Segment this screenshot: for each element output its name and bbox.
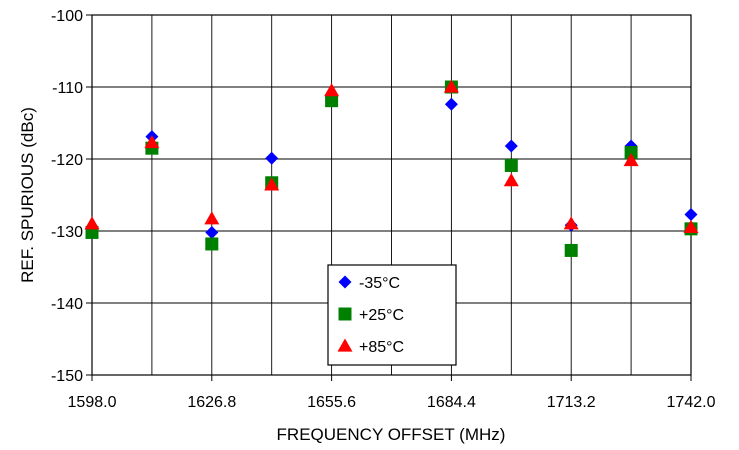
data-point [264, 177, 280, 191]
data-point [84, 216, 100, 230]
y-tick-label: -140 [51, 296, 83, 313]
x-tick-label: 1684.4 [427, 394, 476, 411]
x-tick-label: 1742.0 [667, 394, 716, 411]
data-point [503, 173, 519, 187]
data-point [205, 225, 219, 239]
legend-marker [338, 275, 352, 289]
data-point [444, 97, 458, 111]
data-point [564, 243, 578, 257]
x-tick-labels: 1598.0 1626.8 1655.6 1684.4 1713.2 1742.0 [68, 394, 716, 411]
data-point [684, 207, 698, 221]
data-point [324, 83, 340, 97]
y-tick-labels: -100 -110 -120 -130 -140 -150 [51, 8, 83, 385]
legend-label: -35°C [359, 275, 400, 292]
data-point [683, 219, 699, 234]
y-tick-label: -110 [52, 80, 83, 97]
data-point [443, 79, 459, 93]
data-point [623, 152, 639, 167]
data-point [563, 216, 579, 230]
data-point [325, 94, 339, 108]
data-point [624, 146, 638, 160]
y-tick-label: -130 [51, 224, 83, 241]
data-point [205, 237, 219, 251]
data-point [265, 151, 279, 165]
y-axis-title: REF. SPURIOUS (dBc) [18, 107, 37, 283]
series-3 [84, 79, 699, 234]
data-point [144, 134, 160, 149]
x-tick-label: 1713.2 [547, 394, 596, 411]
x-tick-label: 1598.0 [68, 394, 117, 411]
y-tick-label: -150 [51, 368, 83, 385]
data-point [204, 211, 220, 225]
x-tick-label: 1626.8 [187, 394, 236, 411]
data-point [504, 158, 518, 172]
data-point [504, 139, 518, 153]
y-tick-label: -100 [51, 8, 83, 25]
legend: -35°C +25°C +85°C [327, 264, 457, 366]
x-axis-title: FREQUENCY OFFSET (MHz) [277, 425, 506, 444]
legend-marker [337, 338, 353, 352]
series-layer [84, 79, 699, 257]
x-tick-label: 1655.6 [307, 394, 356, 411]
legend-label: +85°C [359, 339, 404, 356]
legend-label: +25°C [359, 307, 404, 324]
plot-border [91, 14, 692, 376]
legend-marker [338, 307, 352, 321]
y-tick-label: -120 [51, 152, 83, 169]
